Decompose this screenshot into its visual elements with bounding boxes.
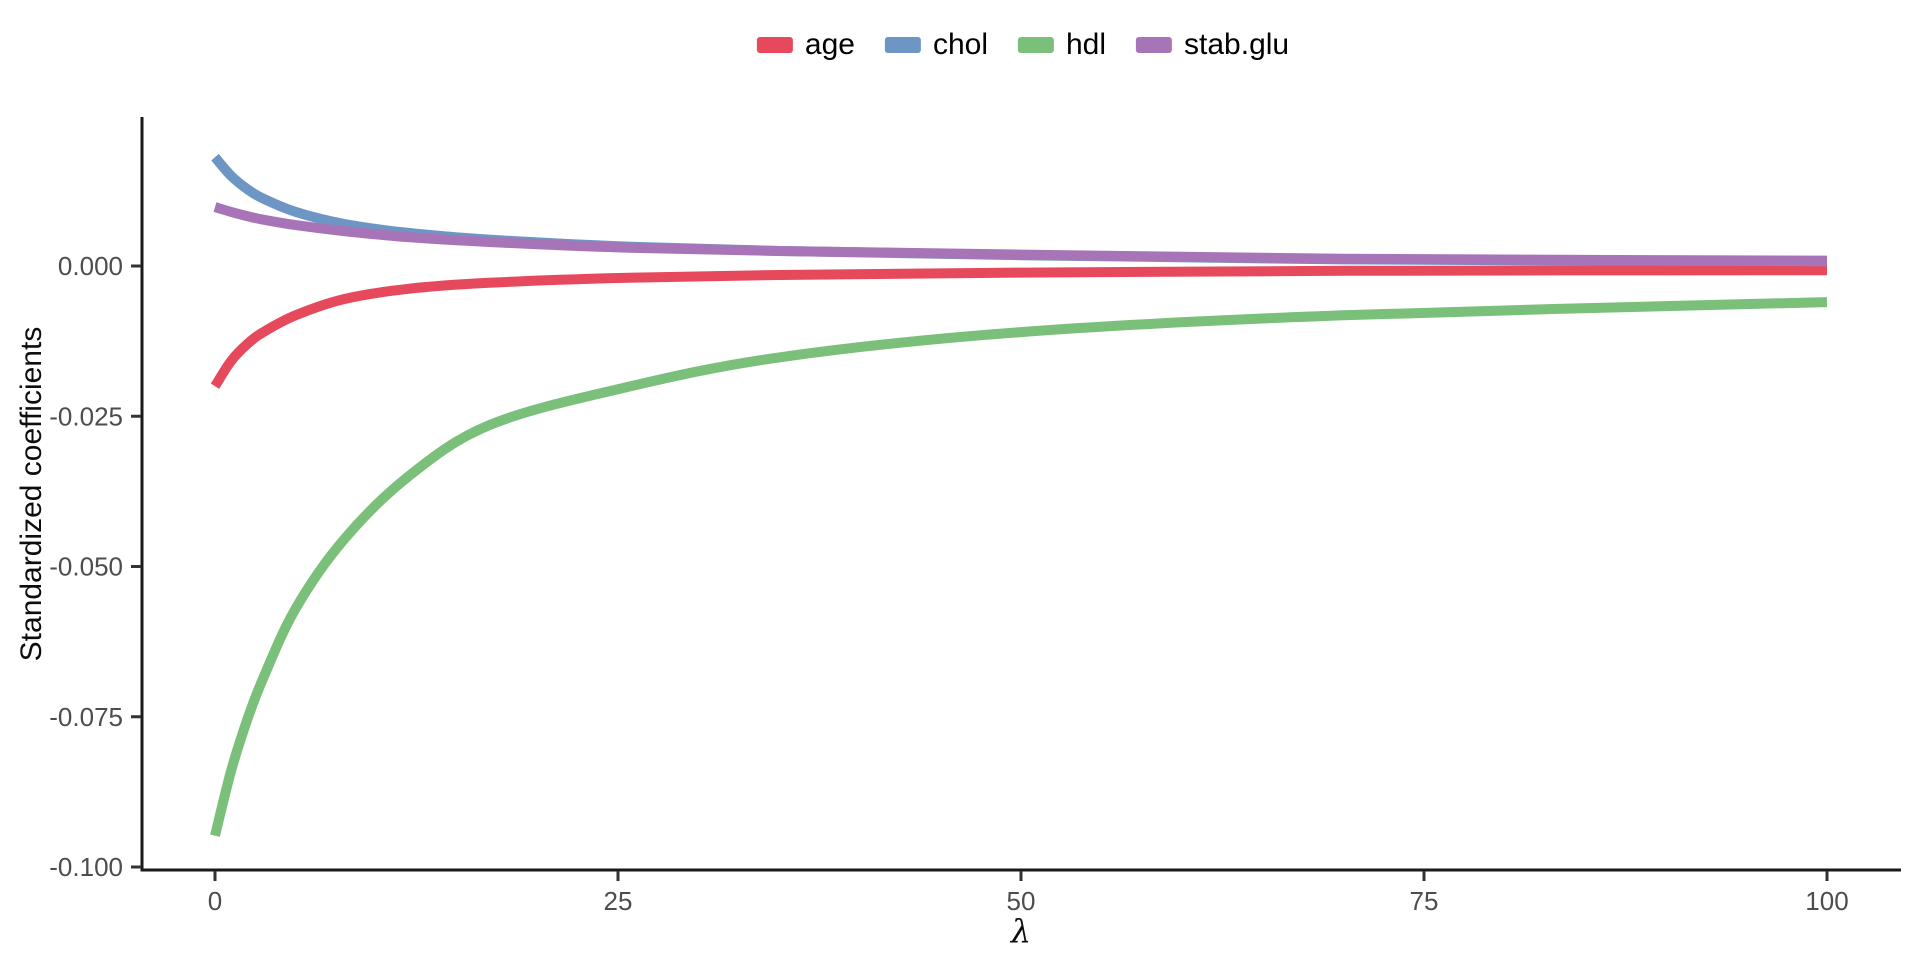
y-tick-label: -0.025 xyxy=(49,401,123,431)
series-line-hdl xyxy=(210,297,1828,837)
x-tick-label: 0 xyxy=(208,886,222,916)
x-tick-label: 100 xyxy=(1805,886,1848,916)
legend: age chol hdl stab.glu xyxy=(756,28,1289,61)
y-axis-title: Standardized coefficients xyxy=(15,326,48,662)
legend-item-hdl: hdl xyxy=(1017,28,1107,61)
legend-label: hdl xyxy=(1065,28,1107,61)
legend-key-chol xyxy=(884,37,921,53)
x-tick-label: 75 xyxy=(1410,886,1439,916)
legend-key-stab.glu xyxy=(1136,37,1173,53)
legend-key-hdl xyxy=(1017,37,1054,53)
x-tick-label: 25 xyxy=(604,886,633,916)
legend-key-age xyxy=(756,37,793,53)
legend-label: age xyxy=(804,28,855,61)
series-line-age xyxy=(210,265,1828,389)
legend-item-chol: chol xyxy=(884,28,988,61)
series-line-stab.glu xyxy=(213,202,1828,266)
legend-label: stab.glu xyxy=(1184,28,1290,61)
x-axis-title: λ xyxy=(1010,912,1032,950)
legend-item-age: age xyxy=(756,28,855,61)
y-tick-label: -0.075 xyxy=(49,702,123,732)
y-tick-label: -0.050 xyxy=(49,552,123,582)
legend-label: chol xyxy=(932,28,988,61)
x-tick-label: 50 xyxy=(1007,886,1036,916)
y-tick-label: -0.100 xyxy=(49,852,123,882)
y-tick-label: 0.000 xyxy=(58,251,123,281)
series-line-chol xyxy=(211,153,1828,267)
legend-item-stab.glu: stab.glu xyxy=(1136,30,1289,60)
